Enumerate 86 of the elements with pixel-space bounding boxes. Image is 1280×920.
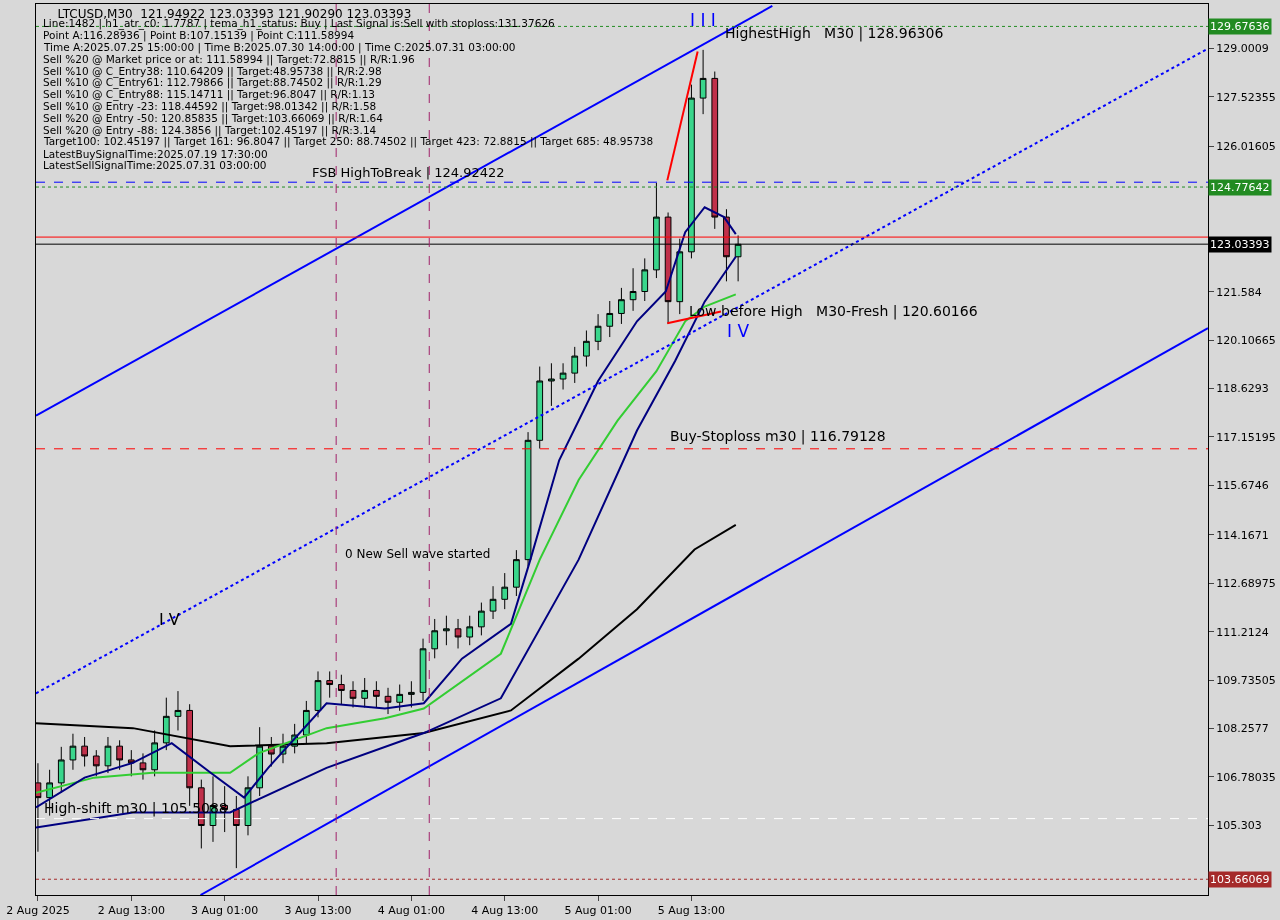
annotation: LatestSellSignalTime:2025.07.31 03:00:00 <box>43 159 267 171</box>
y-tick-label: 115.6746 <box>1216 479 1269 493</box>
annotation: Sell %10 @ C_Entry88: 115.14711 || Target:96.8047 || R/R:1.13 <box>43 88 376 101</box>
candlestick <box>127 749 135 777</box>
candlestick <box>116 739 123 771</box>
candlestick <box>69 733 77 771</box>
y-tick-label: 111.2124 <box>1216 625 1269 639</box>
candlestick <box>594 313 602 351</box>
candlestick <box>711 71 719 230</box>
x-tick-label: 5 Aug 01:00 <box>564 904 632 918</box>
candlestick <box>373 680 380 708</box>
candlestick <box>232 795 240 869</box>
candlestick <box>139 752 147 781</box>
y-tick-label: 105.303 <box>1216 819 1262 833</box>
y-tick-label: 127.52355 <box>1216 90 1276 104</box>
candlestick <box>524 431 532 568</box>
y-tick-label: 121.584 <box>1216 285 1262 299</box>
candlestick <box>559 362 567 391</box>
annotation: Buy-Stoploss m30 | 116.79128 <box>670 428 886 445</box>
candlestick <box>629 267 637 312</box>
annotation: Target100: 102.45197 || Target 161: 96.8047 || Target 250: 88.74502 || Target 423: 72.8815 || Target 685: 48.95738 <box>43 135 654 148</box>
annotation: LatestBuySignalTime:2025.07.19 17:30:00 <box>43 148 268 160</box>
y-tick-label: 109.73505 <box>1216 673 1276 687</box>
candlestick <box>349 680 357 708</box>
candlestick <box>443 615 450 646</box>
x-tick-label: 5 Aug 13:00 <box>657 904 726 918</box>
annotation: Sell %10 @ C_Entry38: 110.64209 || Target:48.95738 || R/R:2.98 <box>43 65 382 78</box>
candlestick <box>536 366 544 450</box>
ref-line-label: 123.03393 <box>1210 238 1270 251</box>
candlestick <box>489 585 497 620</box>
candlestick <box>618 287 625 325</box>
candlestick <box>408 680 415 708</box>
candlestick <box>92 749 100 777</box>
annotation: 0 New Sell wave started <box>345 547 491 561</box>
candlestick <box>583 330 590 368</box>
y-tick-label: 108.2577 <box>1216 722 1269 736</box>
candlestick <box>571 346 579 384</box>
candlestick <box>57 746 65 794</box>
y-tick-label: 126.01605 <box>1216 140 1276 154</box>
x-tick-label: 4 Aug 13:00 <box>471 904 539 918</box>
annotation: I V <box>727 321 750 341</box>
candlestick <box>361 677 369 708</box>
candlestick <box>419 638 427 702</box>
x-tick-label: 3 Aug 13:00 <box>284 904 352 918</box>
annotation: I I I <box>690 10 716 30</box>
annotation: Time A:2025.07.25 15:00:00 | Time B:2025.07.30 14:00:00 | Time C:2025.07.31 03:00:00 <box>43 41 516 54</box>
candlestick <box>431 618 439 659</box>
candlestick <box>513 549 520 597</box>
candlestick <box>641 257 649 302</box>
candlestick <box>548 362 555 407</box>
candlestick <box>326 670 334 699</box>
annotation: Sell %20 @ Market price or at: 111.58994 || Target:72.8815 || R/R:1.96 <box>43 53 415 66</box>
y-tick-label: 106.78035 <box>1216 770 1276 784</box>
y-tick-label: 114.1671 <box>1216 528 1269 542</box>
ref-line-label: 103.66069 <box>1210 873 1270 886</box>
candlestick <box>314 670 322 718</box>
candlestick <box>501 572 509 610</box>
y-tick-label: 117.15195 <box>1216 430 1276 444</box>
ref-line-label: 129.67636 <box>1210 20 1270 33</box>
candlestick <box>454 618 462 649</box>
candlestick <box>337 674 345 705</box>
candlestick <box>81 736 88 767</box>
candlestick <box>478 602 485 636</box>
x-tick-label: 3 Aug 01:00 <box>191 904 259 918</box>
y-tick-label: 120.10665 <box>1216 333 1276 347</box>
candlestick <box>384 687 392 715</box>
annotation: Sell %10 @ C_Entry61: 112.79866 || Target:88.74502 || R/R:1.29 <box>43 76 382 89</box>
candlestick <box>466 615 474 646</box>
ref-line-label: 124.77642 <box>1210 181 1270 194</box>
candlestick <box>174 690 182 731</box>
annotation: I V <box>159 610 180 629</box>
annotation: Point A:116.28936 | Point B:107.15139 | Point C:111.58994 <box>43 29 355 42</box>
y-tick-label: 129.0009 <box>1216 42 1269 56</box>
candlestick <box>699 49 707 115</box>
annotation: Sell %20 @ Entry -88: 124.3856 || Target:102.45197 || R/R:3.14 <box>43 124 377 137</box>
x-tick-label: 4 Aug 01:00 <box>377 904 445 918</box>
annotation: HighestHigh M30 | 128.96306 <box>725 25 944 42</box>
annotation: Sell %10 @ Entry -23: 118.44592 || Target:98.01342 || R/R:1.58 <box>43 100 377 113</box>
x-tick-label: 2 Aug 13:00 <box>97 904 165 918</box>
annotation: Sell %20 @ Entry -50: 120.85835 || Target:103.66069 || R/R:1.64 <box>43 112 384 125</box>
x-tick-label: 2 Aug 2025 <box>6 904 70 918</box>
candlestick <box>606 300 614 338</box>
candlestick <box>396 684 404 712</box>
candlestick <box>104 736 112 774</box>
y-tick-label: 118.6293 <box>1216 382 1269 396</box>
y-tick-label: 112.68975 <box>1216 577 1276 591</box>
